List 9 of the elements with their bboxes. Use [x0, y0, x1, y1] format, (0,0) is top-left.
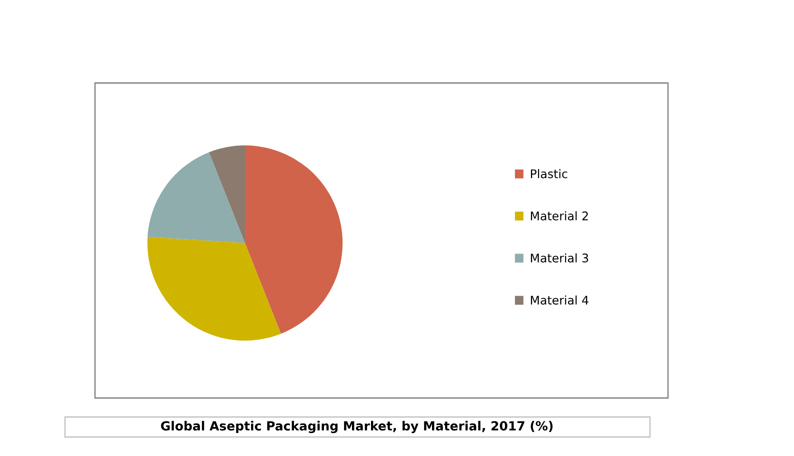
pie-slice — [245, 145, 343, 334]
pie-slice — [209, 145, 245, 243]
legend-label: Material 4 — [530, 295, 588, 305]
legend-label: Material 2 — [530, 211, 588, 220]
legend-label: Material 3 — [530, 253, 588, 262]
pie-slice — [147, 236, 281, 341]
pie-slice — [148, 152, 245, 243]
legend-label: Plastic — [530, 169, 568, 178]
text: Global Aseptic Packaging Market, by Material, 2017 (%) — [160, 420, 553, 434]
